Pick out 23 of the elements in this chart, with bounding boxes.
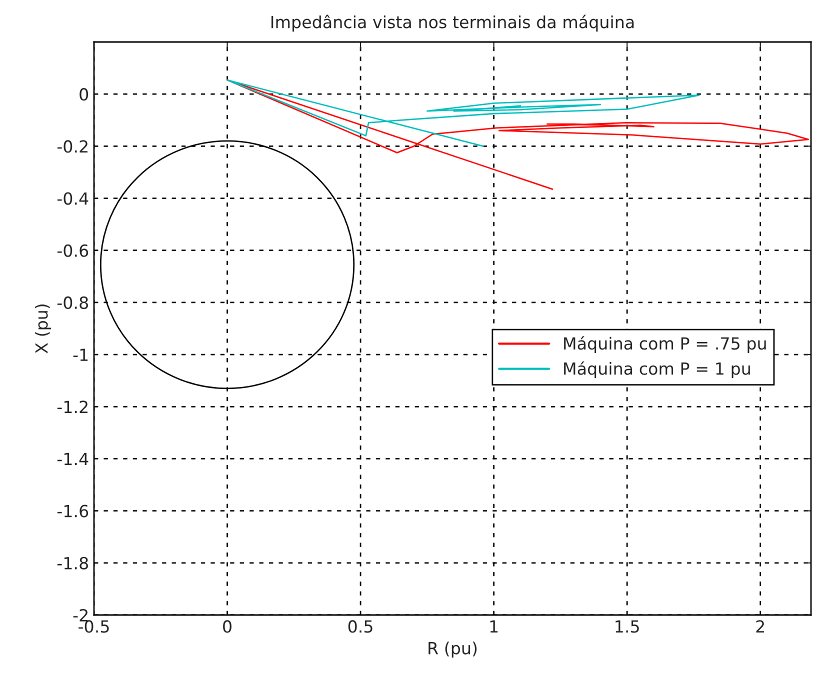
legend-label: Máquina com P = 1 pu <box>564 361 750 378</box>
chart-title: Impedância vista nos terminais da máquina <box>271 14 634 32</box>
x-tick-label: 1 <box>490 620 498 633</box>
y-tick-label: -1.6 <box>57 504 88 518</box>
x-tick-label: 0 <box>223 620 232 633</box>
x-tick-label: 2 <box>756 620 764 633</box>
y-tick-label: -1.2 <box>57 400 88 413</box>
y-tick-label: -2 <box>73 608 88 622</box>
legend-label: Máquina com P = .75 pu <box>564 336 766 353</box>
x-tick-label: 1.5 <box>616 620 639 633</box>
y-tick-label: -0.8 <box>57 296 88 310</box>
y-tick-label: -1.4 <box>57 452 88 466</box>
y-axis-title: X (pu) <box>34 304 52 354</box>
y-tick-label: -1 <box>73 348 88 361</box>
y-tick-label: 0 <box>80 88 88 101</box>
line-series <box>226 79 700 147</box>
y-tick-label: -1.8 <box>57 556 88 570</box>
x-tick-label: -0.5 <box>78 620 109 633</box>
x-tick-label: 0.5 <box>348 620 372 633</box>
y-tick-label: -0.2 <box>57 140 88 153</box>
y-tick-label: -0.4 <box>57 192 88 205</box>
y-tick-label: -0.6 <box>57 244 88 257</box>
x-axis-title: R (pu) <box>428 642 477 658</box>
